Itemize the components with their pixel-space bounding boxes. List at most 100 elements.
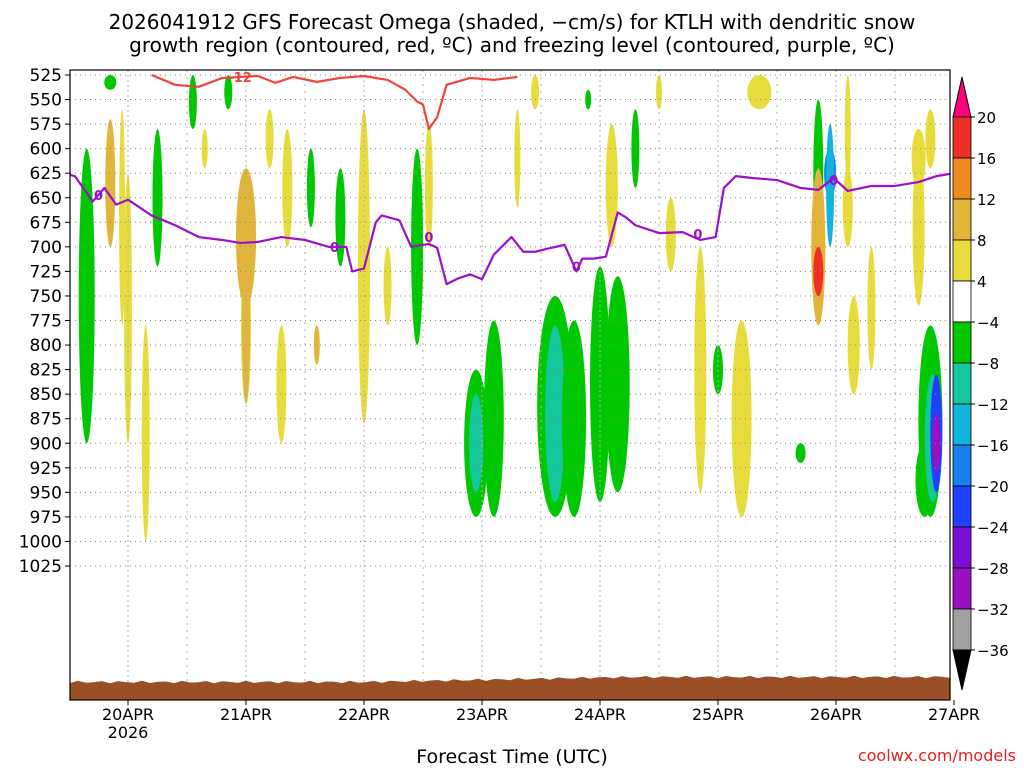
omega-shade-58: [313, 325, 320, 365]
omega-shade-20: [483, 320, 504, 517]
omega-shade-41: [813, 246, 824, 296]
y-tick-label-15: 900: [30, 434, 62, 454]
omega-shade-16: [276, 325, 287, 444]
colorbar-box-9: [952, 485, 972, 528]
colorbar-box-3: [952, 239, 972, 282]
y-tick-label-20: 1025: [19, 557, 62, 577]
y-tick-label-2: 575: [30, 115, 62, 135]
ground-polygon: [70, 675, 950, 700]
colorbar-label-0: 20: [977, 109, 996, 127]
colorbar-label-5: −4: [977, 314, 999, 332]
omega-shade-23: [531, 75, 540, 110]
omega-shade-12: [306, 148, 315, 228]
omega-shading: [78, 75, 943, 542]
omega-shade-3: [105, 119, 116, 247]
colorbar-label-10: −24: [977, 519, 1009, 537]
omega-shade-34: [713, 345, 723, 395]
contour-label-0: -12: [228, 71, 252, 86]
colorbar-label-1: 16: [977, 150, 996, 168]
colorbar-box-12: [952, 608, 972, 651]
colorbar-box-7: [952, 403, 972, 446]
y-tick-label-17: 950: [30, 483, 62, 503]
y-tick-label-8: 725: [30, 262, 62, 282]
omega-shade-6: [188, 75, 197, 130]
plot-frame: [69, 69, 951, 701]
dgz-contour: [151, 73, 518, 131]
y-tick-label-16: 925: [30, 459, 62, 479]
x-tick-sublabel: 2026: [108, 723, 149, 742]
colorbar-label-13: −36: [977, 642, 1009, 660]
colorbar-label-9: −20: [977, 478, 1009, 496]
omega-shade-57: [585, 89, 592, 110]
x-tick-label-7: 27APR: [928, 705, 980, 724]
contour-label-5: 0: [693, 228, 702, 243]
contour-label-2: 0: [330, 241, 339, 256]
contour-label-4: 0: [572, 260, 581, 275]
y-tick-label-1: 550: [30, 91, 62, 111]
colorbar-label-6: −8: [977, 355, 999, 373]
x-tick-label-1: 21APR: [220, 705, 272, 724]
y-tick-label-5: 650: [30, 189, 62, 209]
omega-shade-47: [912, 148, 925, 306]
omega-shade-10: [265, 109, 274, 169]
colorbar-label-7: −12: [977, 396, 1009, 414]
y-tick-label-11: 800: [30, 336, 62, 356]
colorbar-label-8: −16: [977, 437, 1009, 455]
contour-label-1: 0: [94, 189, 103, 204]
y-axis-pressure: 525 550 575 600 625 650 675 700 725 750 775 800 825 8…: [19, 66, 70, 577]
colorbar: 20 16 12 8 4 −4 −8 −12 −16 −20 −24 −28 −32 −36: [952, 76, 1009, 691]
colorbar-label-11: −28: [977, 560, 1009, 578]
colorbar-box-1: [952, 157, 972, 200]
omega-shade-53: [932, 413, 941, 473]
x-axis-time: 20APR 21APR 22APR 23APR 24APR 25APR 26APR 27APR…: [102, 700, 980, 742]
y-tick-label-3: 600: [30, 140, 62, 160]
omega-shade-7: [224, 75, 233, 110]
y-tick-label-4: 625: [30, 164, 62, 184]
colorbar-box-8: [952, 444, 972, 487]
colorbar-label-4: 4: [977, 273, 987, 291]
omega-shade-35: [731, 320, 752, 517]
omega-shade-9: [236, 168, 256, 306]
colorbar-label-3: 8: [977, 232, 987, 250]
y-tick-label-10: 775: [30, 312, 62, 332]
chart-title-line1: 2026041912 GFS Forecast Omega (shaded, −…: [108, 10, 916, 34]
credit-link[interactable]: coolwx.com/models: [857, 746, 1016, 765]
y-tick-label-0: 525: [30, 66, 62, 86]
colorbar-box-4: [952, 280, 972, 323]
y-tick-label-14: 875: [30, 410, 62, 430]
omega-shade-39: [826, 124, 835, 247]
omega-shade-36: [747, 75, 772, 110]
y-tick-label-13: 850: [30, 385, 62, 405]
omega-shade-54: [201, 129, 208, 169]
omega-shade-56: [514, 109, 521, 208]
y-tick-label-6: 675: [30, 213, 62, 233]
x-tick-label-6: 26APR: [810, 705, 862, 724]
omega-shade-22: [424, 124, 433, 247]
x-tick-label-4: 24APR: [574, 705, 626, 724]
colorbar-label-12: −32: [977, 601, 1009, 619]
omega-shade-43: [847, 295, 860, 395]
y-tick-label-7: 700: [30, 238, 62, 258]
omega-shade-55: [383, 246, 392, 326]
omega-shade-11: [282, 129, 293, 247]
colorbar-box-6: [952, 362, 972, 405]
x-axis-label: Forecast Time (UTC): [416, 746, 608, 768]
y-tick-label-9: 750: [30, 287, 62, 307]
omega-shade-30: [605, 124, 618, 247]
ground-surface: [70, 675, 950, 700]
grid-lines: [70, 70, 950, 700]
contours: -12 0 0 0 0 0 0: [70, 71, 950, 286]
x-tick-label-5: 25APR: [692, 705, 744, 724]
x-tick-label-0: 20APR: [102, 705, 154, 724]
omega-shade-17: [141, 325, 150, 542]
omega-shade-48: [925, 109, 936, 169]
contour-label-3: 0: [424, 231, 433, 246]
y-tick-label-18: 975: [30, 508, 62, 528]
colorbar-box-2: [952, 198, 972, 241]
omega-shade-28: [605, 276, 630, 493]
colorbar-box-11: [952, 567, 972, 610]
contour-label-6: 0: [829, 174, 838, 189]
omega-shade-59: [795, 443, 806, 463]
chart-title-line2: growth region (contoured, red, ºC) and f…: [129, 33, 895, 57]
